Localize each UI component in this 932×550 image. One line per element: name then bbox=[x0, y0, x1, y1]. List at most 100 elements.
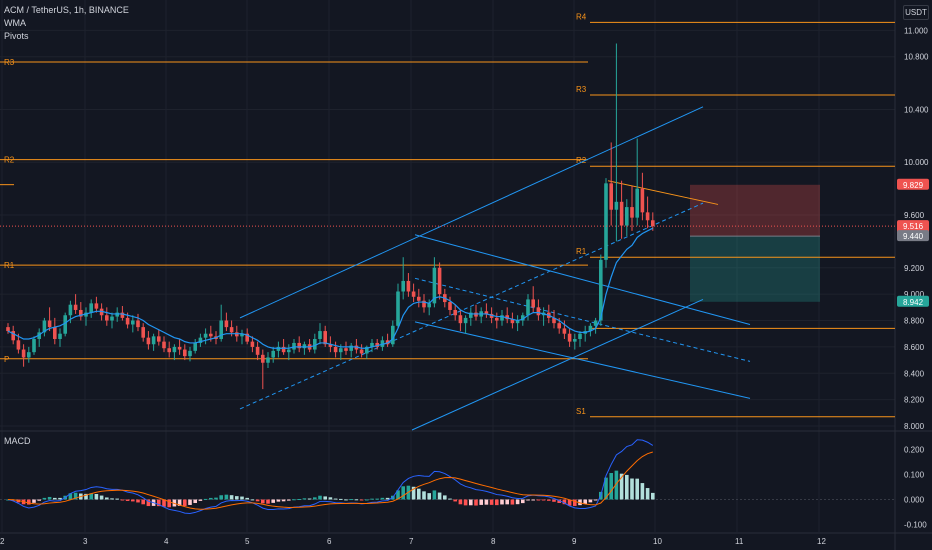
candle-body bbox=[495, 317, 499, 321]
candle-body bbox=[406, 280, 411, 292]
macd-histogram-bar bbox=[411, 486, 416, 500]
macd-histogram-bar bbox=[193, 499, 197, 504]
candle-body bbox=[281, 346, 286, 353]
macd-histogram-bar bbox=[292, 499, 296, 501]
candle-body bbox=[255, 346, 260, 355]
macd-histogram-bar bbox=[463, 499, 468, 506]
macd-histogram-bar bbox=[307, 498, 312, 500]
macd-histogram-bar bbox=[141, 499, 145, 505]
pivot-label-r1: R1 bbox=[4, 261, 15, 270]
macd-histogram-bar bbox=[359, 499, 364, 501]
macd-label[interactable]: MACD bbox=[4, 436, 31, 446]
macd-histogram-bar bbox=[203, 498, 208, 500]
macd-histogram-bar bbox=[167, 499, 171, 508]
pivot-label-p: P bbox=[4, 355, 9, 364]
candle-body bbox=[531, 299, 535, 308]
symbol-title[interactable]: ACM / TetherUS, 1h, BINANCE bbox=[4, 5, 129, 15]
macd-tick-label: 0.000 bbox=[904, 496, 925, 505]
candle-body bbox=[120, 312, 125, 318]
candle-body bbox=[489, 313, 494, 318]
candle-body bbox=[500, 315, 504, 321]
candle-body bbox=[198, 337, 203, 343]
price-tag-label: 9.829 bbox=[903, 181, 924, 190]
macd-tick-label: 0.100 bbox=[904, 471, 925, 480]
candle-body bbox=[526, 299, 530, 316]
candle-body bbox=[183, 349, 187, 357]
macd-histogram-bar bbox=[630, 478, 634, 500]
price-tag bbox=[897, 178, 929, 190]
candle-body bbox=[474, 312, 478, 317]
candle-body bbox=[417, 296, 421, 301]
macd-histogram-bar bbox=[94, 493, 99, 500]
candle-body bbox=[640, 188, 645, 213]
candle-body bbox=[58, 333, 62, 339]
candle-body bbox=[437, 267, 442, 295]
time-tick-label: 7 bbox=[409, 537, 414, 546]
time-tick-label: 6 bbox=[327, 537, 332, 546]
macd-histogram-bar bbox=[635, 478, 639, 500]
candle-body bbox=[157, 336, 161, 342]
price-tick-label: 9.200 bbox=[904, 264, 925, 273]
candle-body bbox=[344, 348, 348, 351]
resistance-trend-line bbox=[607, 180, 719, 205]
macd-tick-label: 0.200 bbox=[904, 446, 925, 455]
candle-body bbox=[42, 320, 47, 333]
candle-body bbox=[141, 327, 145, 338]
candle-body bbox=[172, 346, 177, 353]
candle-body bbox=[552, 317, 556, 324]
candle-body bbox=[359, 349, 364, 354]
macd-histogram-bar bbox=[53, 497, 57, 500]
macd-histogram-bar bbox=[619, 473, 624, 500]
candle-body bbox=[318, 331, 322, 339]
candle-body bbox=[105, 315, 109, 321]
candle-body bbox=[162, 341, 166, 349]
macd-histogram-bar bbox=[255, 499, 260, 502]
candle-body bbox=[235, 332, 239, 337]
candle-body bbox=[245, 333, 249, 342]
candle-body bbox=[11, 331, 15, 341]
macd-histogram-bar bbox=[489, 499, 494, 505]
macd-histogram-bar bbox=[162, 499, 166, 507]
time-tick-label: 8 bbox=[491, 537, 496, 546]
pivots-indicator-label[interactable]: Pivots bbox=[4, 31, 29, 41]
currency-button[interactable]: USDT bbox=[903, 5, 929, 20]
macd-histogram-bar bbox=[58, 497, 62, 500]
candle-body bbox=[609, 183, 613, 210]
pivot-label-r2: R2 bbox=[4, 156, 15, 165]
macd-histogram-bar bbox=[557, 499, 561, 503]
candle-body bbox=[463, 317, 468, 324]
candle-body bbox=[453, 309, 457, 316]
macd-histogram-bar bbox=[375, 498, 379, 500]
candle-body bbox=[68, 304, 73, 316]
wma-line bbox=[7, 227, 654, 349]
macd-histogram-bar bbox=[323, 496, 327, 500]
macd-histogram-bar bbox=[593, 499, 598, 501]
macd-histogram-bar bbox=[401, 486, 405, 500]
candle-body bbox=[599, 259, 603, 321]
macd-histogram-bar bbox=[500, 499, 504, 505]
candle-body bbox=[375, 342, 379, 347]
macd-histogram-bar bbox=[432, 490, 437, 500]
macd-histogram-bar bbox=[115, 498, 119, 500]
time-tick-label: 9 bbox=[572, 537, 577, 546]
macd-histogram-bar bbox=[73, 492, 78, 500]
macd-histogram-bar bbox=[453, 499, 457, 502]
pivot-label-s1: S1 bbox=[576, 407, 586, 416]
candle-body bbox=[21, 349, 26, 358]
macd-histogram-bar bbox=[68, 493, 73, 500]
candle-body bbox=[287, 349, 291, 353]
candle-body bbox=[536, 307, 541, 316]
price-tag-label: 9.440 bbox=[903, 232, 924, 241]
macd-histogram-bar bbox=[604, 477, 608, 500]
candle-body bbox=[505, 315, 509, 320]
macd-histogram-bar bbox=[385, 497, 390, 500]
wma-indicator-label[interactable]: WMA bbox=[4, 18, 26, 28]
candle-body bbox=[115, 312, 119, 317]
macd-histogram-bar bbox=[266, 499, 270, 504]
price-tick-label: 8.800 bbox=[904, 317, 925, 326]
candle-body bbox=[619, 201, 624, 226]
signal-line bbox=[7, 451, 653, 510]
macd-histogram-bar bbox=[276, 499, 281, 502]
macd-histogram-bar bbox=[146, 499, 151, 507]
